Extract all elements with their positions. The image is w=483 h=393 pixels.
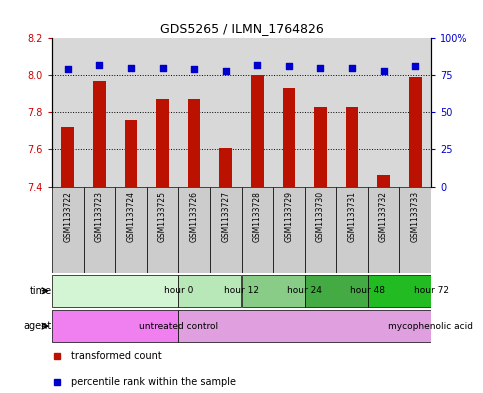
Bar <box>84 187 115 273</box>
Bar <box>178 187 210 273</box>
Bar <box>305 187 336 273</box>
Bar <box>52 38 84 187</box>
Text: time: time <box>30 286 52 296</box>
Bar <box>219 148 232 187</box>
Text: GSM1133727: GSM1133727 <box>221 191 230 242</box>
Text: hour 72: hour 72 <box>413 286 449 295</box>
Bar <box>52 275 178 307</box>
Bar <box>125 120 137 187</box>
Text: GSM1133725: GSM1133725 <box>158 191 167 242</box>
Bar <box>115 38 147 187</box>
Bar <box>336 38 368 187</box>
Bar <box>210 38 242 187</box>
Title: GDS5265 / ILMN_1764826: GDS5265 / ILMN_1764826 <box>159 22 324 35</box>
Point <box>127 64 135 71</box>
Bar <box>314 107 327 187</box>
Bar <box>251 75 264 187</box>
Text: agent: agent <box>24 321 52 331</box>
Text: mycophenolic acid: mycophenolic acid <box>388 321 473 331</box>
Point <box>190 66 198 72</box>
Bar <box>115 187 147 273</box>
Bar <box>377 176 390 187</box>
Bar <box>188 99 200 187</box>
Text: hour 48: hour 48 <box>350 286 385 295</box>
Text: hour 0: hour 0 <box>164 286 193 295</box>
Text: transformed count: transformed count <box>71 351 162 361</box>
Bar <box>273 187 305 273</box>
Text: untreated control: untreated control <box>139 321 218 331</box>
Text: hour 12: hour 12 <box>224 286 259 295</box>
Bar <box>242 275 305 307</box>
Text: percentile rank within the sample: percentile rank within the sample <box>71 376 236 387</box>
Text: GSM1133730: GSM1133730 <box>316 191 325 242</box>
Bar <box>242 187 273 273</box>
Bar <box>409 77 422 187</box>
Text: GSM1133723: GSM1133723 <box>95 191 104 242</box>
Text: GSM1133733: GSM1133733 <box>411 191 420 242</box>
Bar <box>210 187 242 273</box>
Bar <box>84 38 115 187</box>
Point <box>285 63 293 70</box>
Text: hour 24: hour 24 <box>287 286 322 295</box>
Bar <box>305 275 368 307</box>
Bar <box>178 275 242 307</box>
Bar <box>399 187 431 273</box>
Bar <box>93 81 106 187</box>
Point <box>159 64 167 71</box>
Bar <box>346 107 358 187</box>
Bar <box>368 275 431 307</box>
Point <box>96 62 103 68</box>
Bar <box>52 310 178 342</box>
Bar <box>156 99 169 187</box>
Bar <box>368 38 399 187</box>
Text: GSM1133722: GSM1133722 <box>63 191 72 242</box>
Bar <box>368 187 399 273</box>
Point <box>412 63 419 70</box>
Text: GSM1133729: GSM1133729 <box>284 191 293 242</box>
Bar <box>273 38 305 187</box>
Bar <box>305 38 336 187</box>
Bar <box>283 88 295 187</box>
Point <box>348 64 356 71</box>
Point <box>222 68 229 74</box>
Text: GSM1133726: GSM1133726 <box>190 191 199 242</box>
Point <box>254 62 261 68</box>
Bar <box>178 38 210 187</box>
Text: GSM1133728: GSM1133728 <box>253 191 262 242</box>
Bar <box>178 310 431 342</box>
Text: GSM1133731: GSM1133731 <box>348 191 356 242</box>
Bar <box>61 127 74 187</box>
Text: GSM1133732: GSM1133732 <box>379 191 388 242</box>
Bar <box>147 187 178 273</box>
Bar <box>336 187 368 273</box>
Text: GSM1133724: GSM1133724 <box>127 191 135 242</box>
Point <box>316 64 324 71</box>
Bar <box>147 38 178 187</box>
Point <box>64 66 71 72</box>
Bar <box>52 187 84 273</box>
Bar <box>242 38 273 187</box>
Bar <box>399 38 431 187</box>
Point <box>380 68 387 74</box>
